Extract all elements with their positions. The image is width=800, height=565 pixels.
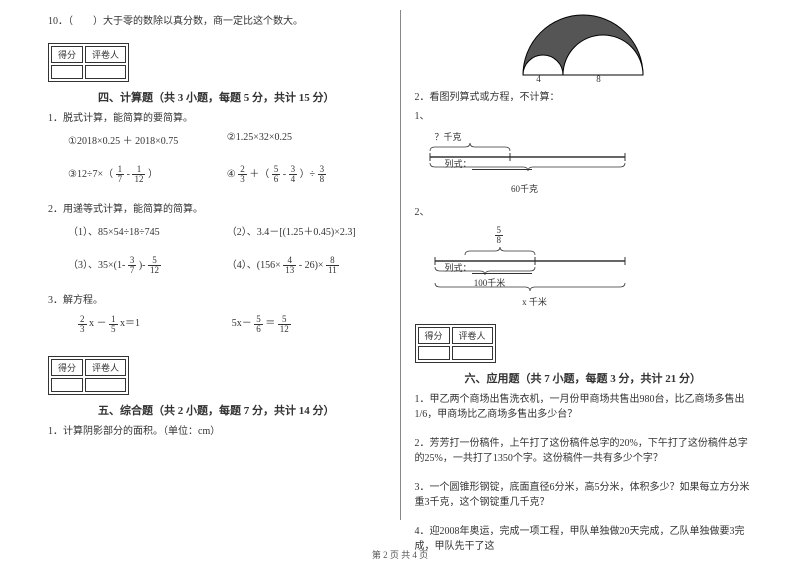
page-container: 10．（ ）大于零的数除以真分数，商一定比这个数大。 得分 评卷人 四、计算题（… xyxy=(0,0,800,540)
semi-label-4: 4 xyxy=(536,74,541,84)
s4-q1-c: ③12÷7×（ 17 - 112 ） xyxy=(68,165,227,184)
diag2-fraction: 58 xyxy=(495,226,504,245)
s4-q2-d: （4）、(156× 413 - 26)× 811 xyxy=(227,256,386,275)
s4-q1: 1．脱式计算，能简算的要简算。 xyxy=(48,111,386,126)
fraction: 17 xyxy=(116,165,125,184)
section4-title: 四、计算题（共 3 小题，每题 5 分，共计 15 分） xyxy=(98,89,386,105)
question-10: 10．（ ）大于零的数除以真分数，商一定比这个数大。 xyxy=(48,14,386,29)
fraction: 15 xyxy=(109,315,118,334)
blank-line xyxy=(472,160,532,170)
fraction: 811 xyxy=(326,256,339,275)
lieshi-2: 列式： xyxy=(445,261,532,274)
text: x － xyxy=(89,318,109,329)
fraction: 34 xyxy=(289,165,298,184)
grader-label: 评卷人 xyxy=(452,327,493,344)
grader-cell xyxy=(452,346,493,360)
s4-q1-b: ②1.25×32×0.25 xyxy=(227,132,386,147)
text: ＝ xyxy=(265,318,278,329)
s4-q3-a: 23 x － 15 x＝1 xyxy=(68,314,232,333)
grader-label: 评卷人 xyxy=(85,46,126,63)
fraction: 56 xyxy=(254,315,263,334)
score-cell xyxy=(51,65,83,79)
fraction: 413 xyxy=(283,256,296,275)
text: ＋（ xyxy=(249,169,269,180)
text: ）÷ xyxy=(300,169,316,180)
score-box-section5: 得分 评卷人 xyxy=(48,356,129,395)
left-column: 10．（ ）大于零的数除以真分数，商一定比这个数大。 得分 评卷人 四、计算题（… xyxy=(40,10,401,520)
diagram-1: ？千克 列式： 60千克 xyxy=(425,130,753,195)
diag1-bottom-label: 60千克 xyxy=(425,182,625,195)
s4-q1-row1: ①2018×0.25 ＋ 2018×0.75 ②1.25×32×0.25 xyxy=(68,132,386,147)
text: - 26)× xyxy=(299,260,324,271)
semi-label-8: 8 xyxy=(596,74,601,84)
fraction: 37 xyxy=(128,256,137,275)
blank-line xyxy=(472,264,532,274)
s4-q3-b: 5x－ 56 ＝ 512 xyxy=(232,314,386,333)
score-label: 得分 xyxy=(51,46,83,63)
s5-q1: 1．计算阴影部分的面积。（单位：cm） xyxy=(48,424,386,439)
text: ④ xyxy=(227,169,236,180)
s6-q3: 3．一个圆锥形钢锭，底面直径6分米，高5分米，体积多少？如果每立方分米重3千克，… xyxy=(415,480,753,510)
s4-q1-row2: ③12÷7×（ 17 - 112 ） ④ 23 ＋（ 56 - 34 ）÷ 38 xyxy=(68,165,386,184)
section6-title: 六、应用题（共 7 小题，每题 3 分，共计 21 分） xyxy=(465,370,753,386)
diagram-2: 58 列式： 100千米 x 千米 xyxy=(425,226,753,308)
score-cell xyxy=(418,346,450,360)
score-label: 得分 xyxy=(418,327,450,344)
s4-q3-row: 23 x － 15 x＝1 5x－ 56 ＝ 512 xyxy=(68,314,386,333)
s4-q3: 3．解方程。 xyxy=(48,293,386,308)
text: x＝1 xyxy=(120,318,140,329)
lieshi-label: 列式： xyxy=(445,263,472,273)
grader-cell xyxy=(85,65,126,79)
score-box-section6: 得分 评卷人 xyxy=(415,324,496,363)
s4-q2-c: （3）、35×(1- 37 )- 512 xyxy=(68,256,227,275)
s5-q2-1: 1、 xyxy=(415,109,753,124)
grader-label: 评卷人 xyxy=(85,359,126,376)
fraction: 112 xyxy=(132,165,145,184)
s6-q2: 2．芳芳打一份稿件，上午打了这份稿件总字的20%，下午打了这份稿件总字的25%，… xyxy=(415,436,753,466)
text: 5x－ xyxy=(232,318,255,329)
right-column: 4 8 2．看图列算式或方程，不计算： 1、 ？千克 列式： 60千克 2、 5… xyxy=(401,10,761,520)
fraction: 512 xyxy=(148,256,161,275)
fraction: 38 xyxy=(318,165,327,184)
fraction: 23 xyxy=(238,165,247,184)
s4-q2-row2: （3）、35×(1- 37 )- 512 （4）、(156× 413 - 26)… xyxy=(68,256,386,275)
text: ③12÷7×（ xyxy=(68,169,113,180)
diag1-top-label: ？千克 xyxy=(435,130,753,143)
s4-q2-row1: （1）、85×54÷18÷745 （2）、3.4－[(1.25＋0.45)×2.… xyxy=(68,223,386,238)
grader-cell xyxy=(85,378,126,392)
lieshi-1: 列式： xyxy=(445,157,532,170)
s4-q1-a: ①2018×0.25 ＋ 2018×0.75 xyxy=(68,132,227,147)
s5-q2: 2．看图列算式或方程，不计算： xyxy=(415,90,753,105)
text: ） xyxy=(148,169,158,180)
text: （4）、(156× xyxy=(227,260,281,271)
semicircle-diagram: 4 8 xyxy=(508,10,658,80)
s4-q2-a: （1）、85×54÷18÷745 xyxy=(68,223,227,238)
fraction: 56 xyxy=(272,165,281,184)
fraction: 23 xyxy=(78,315,87,334)
section5-title: 五、综合题（共 2 小题，每题 7 分，共计 14 分） xyxy=(98,402,386,418)
diag2-bottom-label: x 千米 xyxy=(435,295,635,308)
s4-q2: 2．用递等式计算，能简算的简算。 xyxy=(48,202,386,217)
text: （3）、35×(1- xyxy=(68,260,128,271)
score-label: 得分 xyxy=(51,359,83,376)
s6-q1: 1．甲乙两个商场出售洗衣机，一月份甲商场共售出980台，比乙商场多售出1/6，甲… xyxy=(415,392,753,422)
text: )- xyxy=(139,260,148,271)
score-cell xyxy=(51,378,83,392)
s5-q2-2: 2、 xyxy=(415,205,753,220)
s4-q2-b: （2）、3.4－[(1.25＋0.45)×2.3] xyxy=(227,223,386,238)
semicircle-svg xyxy=(508,10,658,80)
page-footer: 第 2 页 共 4 页 xyxy=(0,548,800,561)
lieshi-label: 列式： xyxy=(445,159,472,169)
s4-q1-d: ④ 23 ＋（ 56 - 34 ）÷ 38 xyxy=(227,165,386,184)
fraction: 512 xyxy=(278,315,291,334)
score-box-section4: 得分 评卷人 xyxy=(48,43,129,82)
